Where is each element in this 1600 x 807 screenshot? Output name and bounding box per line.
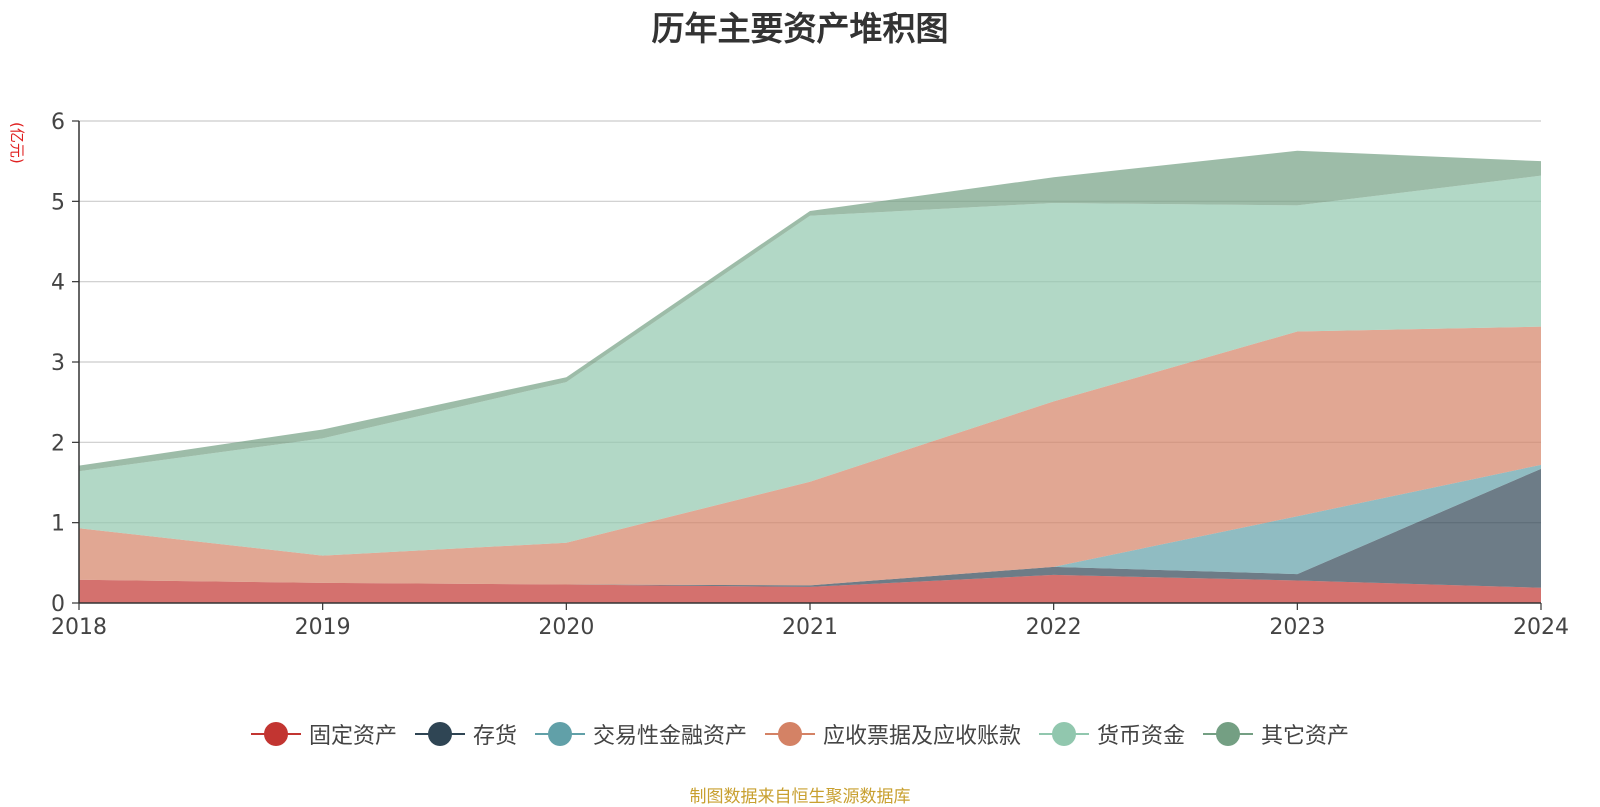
legend-label: 应收票据及应收账款 [823, 724, 1022, 749]
y-tick-label: 5 [51, 190, 65, 215]
chart-title: 历年主要资产堆积图 [651, 9, 949, 48]
y-tick-label: 3 [51, 351, 65, 376]
y-tick-label: 0 [51, 592, 65, 617]
legend-item-5[interactable]: 其它资产 [1203, 718, 1349, 750]
x-tick-label: 2018 [51, 615, 107, 640]
data-source-note: 制图数据来自恒生聚源数据库 [689, 787, 911, 807]
legend-marker-icon [1039, 722, 1090, 746]
legend-item-1[interactable]: 存货 [414, 718, 517, 750]
x-tick-label: 2019 [295, 615, 351, 640]
legend-item-3[interactable]: 应收票据及应收账款 [765, 718, 1021, 750]
x-tick-label: 2020 [538, 615, 594, 640]
legend-marker-icon [534, 722, 585, 746]
legend-item-2[interactable]: 交易性金融资产 [534, 718, 747, 750]
area-series-0 [79, 574, 1541, 603]
area-series-2 [79, 464, 1541, 586]
legend-item-0[interactable]: 固定资产 [250, 718, 397, 750]
x-tick-label: 2022 [1026, 615, 1082, 640]
chart-legend: 固定资产 存货 交易性金融资产 应收票据及应收账款 货币资金 其它资产 [0, 718, 1600, 750]
area-series-5 [79, 150, 1541, 472]
legend-marker-icon [414, 722, 465, 746]
legend-label: 固定资产 [308, 724, 397, 749]
legend-item-4[interactable]: 货币资金 [1039, 718, 1185, 750]
area-series-3 [79, 326, 1541, 586]
area-series-4 [79, 175, 1541, 556]
x-tick-label: 2021 [782, 615, 838, 640]
legend-label: 交易性金融资产 [592, 724, 747, 749]
legend-label: 存货 [472, 724, 517, 749]
y-tick-label: 4 [51, 271, 65, 296]
y-tick-label: 6 [51, 110, 65, 135]
legend-label: 货币资金 [1097, 724, 1186, 749]
y-tick-label: 2 [51, 431, 65, 456]
x-tick-label: 2024 [1513, 615, 1569, 640]
legend-marker-icon [1203, 722, 1254, 746]
legend-marker-icon [765, 722, 815, 746]
x-tick-label: 2023 [1269, 615, 1325, 640]
y-tick-label: 1 [51, 512, 65, 537]
area-series-1 [79, 468, 1541, 588]
legend-label: 其它资产 [1261, 724, 1350, 749]
legend-marker-icon [250, 722, 301, 746]
